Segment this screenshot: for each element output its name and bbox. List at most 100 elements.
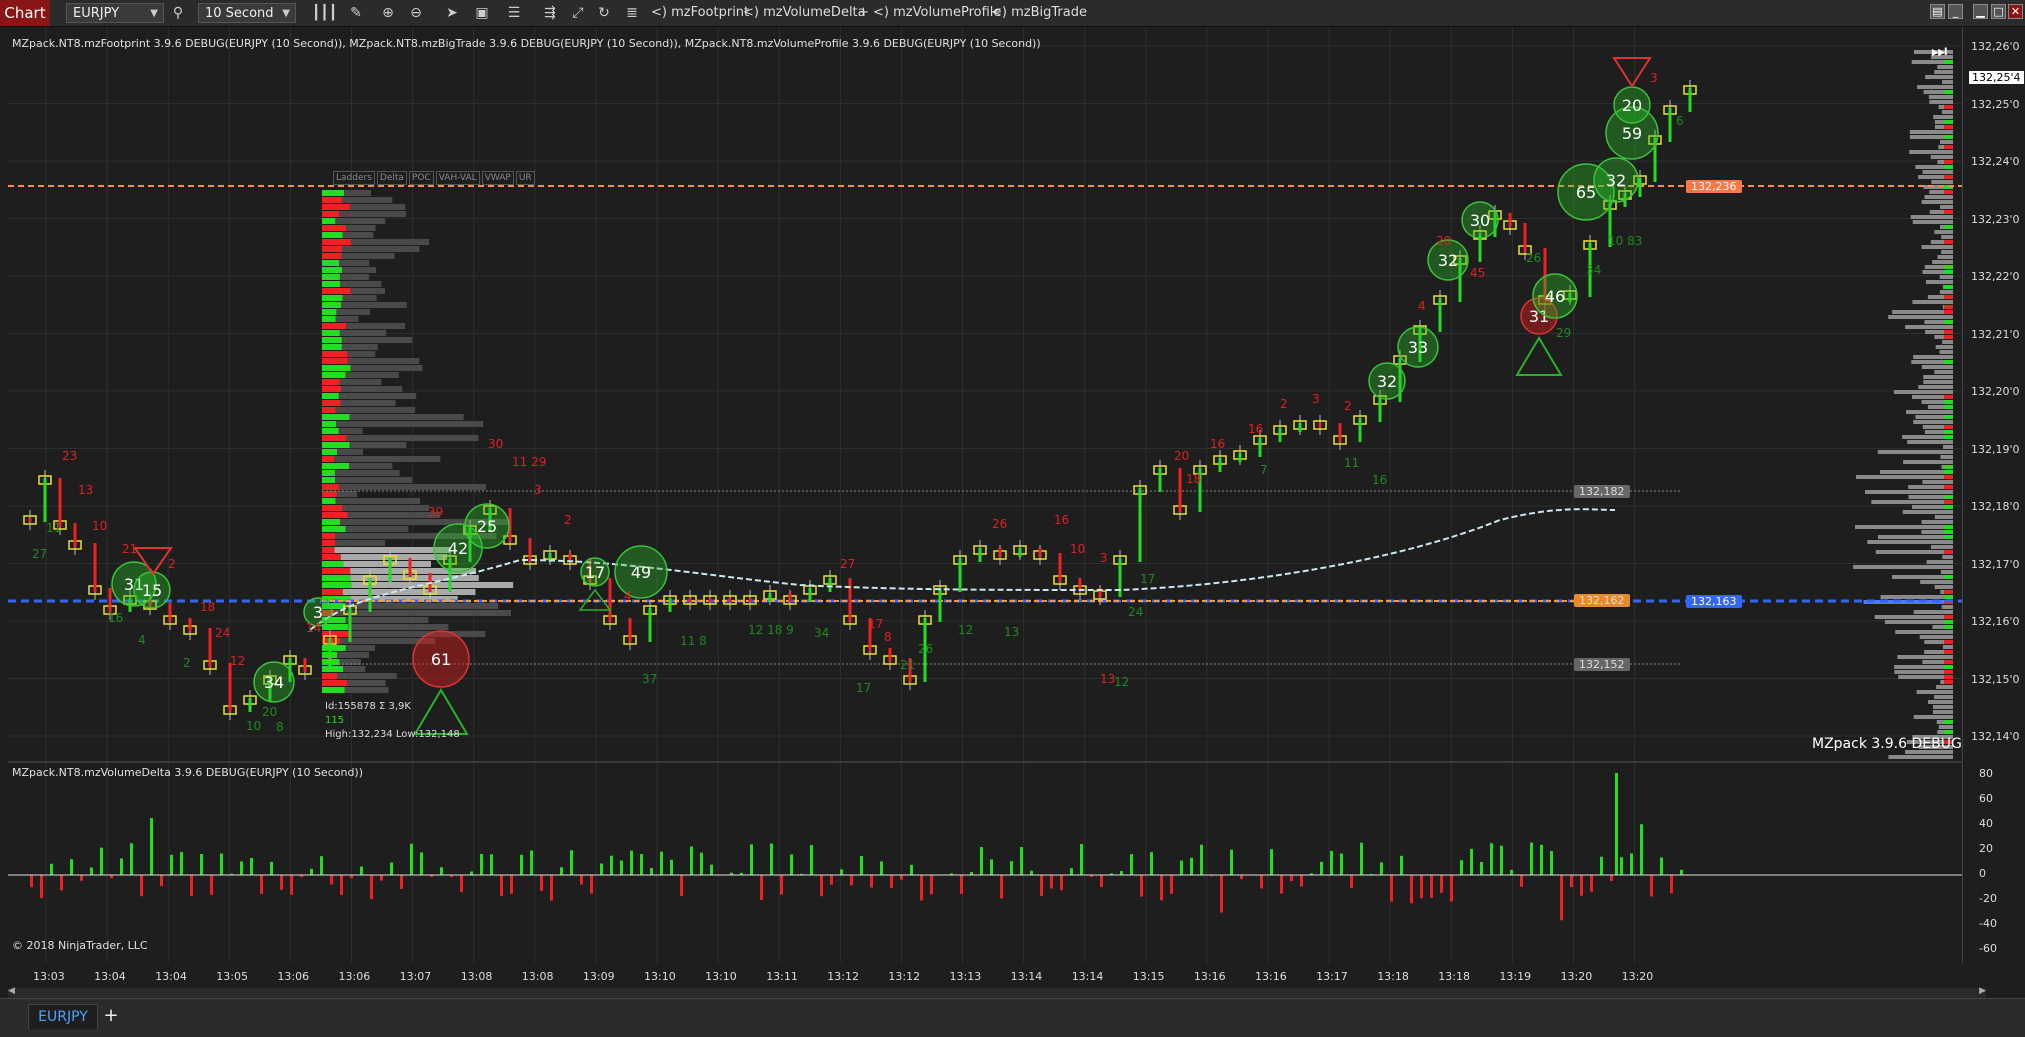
bar-style-icon[interactable]: ┃┃┃ bbox=[312, 3, 332, 23]
delta-bar bbox=[220, 854, 223, 875]
right-profile-delta bbox=[1944, 620, 1953, 624]
strategy-icon[interactable]: ⇶ bbox=[540, 3, 560, 23]
right-profile-bar bbox=[1855, 525, 1953, 529]
candle-body bbox=[649, 608, 652, 642]
right-profile-bar bbox=[1933, 705, 1953, 709]
drawing-tools-icon[interactable]: ⤢ bbox=[568, 3, 588, 23]
indicator-mzvolumeprofile[interactable]: + <) mzVolumeProfile bbox=[858, 5, 1001, 23]
time-tick-label: 13:04 bbox=[94, 970, 126, 983]
indicator-mzfootprint[interactable]: <) mzFootprint bbox=[651, 5, 749, 23]
chart-window-tab[interactable]: Chart bbox=[0, 0, 50, 26]
profile-toggle-vwap[interactable]: VWAP bbox=[482, 171, 514, 185]
right-profile-bar bbox=[1905, 325, 1953, 329]
profile-toggle-ladders[interactable]: Ladders bbox=[333, 171, 375, 185]
profile-toggle-ur[interactable]: UR bbox=[516, 171, 535, 185]
minimize-icon[interactable]: _ bbox=[1948, 4, 1963, 19]
profile-delta-bar bbox=[322, 414, 350, 420]
right-profile-delta bbox=[1944, 125, 1953, 129]
delta-bar bbox=[370, 875, 373, 899]
footprint-number: 21 bbox=[900, 658, 915, 672]
properties-icon[interactable]: ≣ bbox=[622, 3, 642, 23]
right-profile-bar bbox=[1938, 255, 1953, 259]
indicator-mzvolumedelta[interactable]: <) mzVolumeDelta bbox=[743, 5, 866, 23]
right-profile-bar bbox=[1853, 565, 1953, 569]
candle-body bbox=[44, 478, 47, 522]
watermark: MZpack 3.9.6 DEBUG bbox=[1812, 736, 1962, 752]
candle-body bbox=[29, 518, 32, 522]
profile-delta-bar bbox=[322, 519, 340, 525]
instrument-value: EURJPY bbox=[73, 6, 119, 21]
pointer-icon[interactable]: ➤ bbox=[442, 3, 462, 23]
right-profile-delta bbox=[1944, 285, 1953, 289]
delta-bar bbox=[1070, 868, 1073, 875]
right-profile-bar bbox=[1911, 215, 1953, 219]
profile-toggle-delta[interactable]: Delta bbox=[377, 171, 407, 185]
delta-bar bbox=[130, 843, 133, 875]
footprint-number: 27 bbox=[840, 557, 855, 571]
scroll-left-icon[interactable]: ◀ bbox=[8, 986, 15, 996]
scroll-to-end-icon[interactable]: ⏭ bbox=[1931, 41, 1949, 63]
candle-body bbox=[939, 588, 942, 622]
right-profile-bar bbox=[1942, 110, 1953, 114]
big-trade-value: 20 bbox=[1622, 96, 1642, 115]
delta-bar bbox=[70, 859, 73, 875]
delta-bar bbox=[160, 875, 163, 886]
zoom-in-icon[interactable]: ⊕ bbox=[378, 3, 398, 23]
right-profile-delta bbox=[1944, 500, 1953, 504]
candle-body bbox=[529, 538, 532, 562]
right-profile-delta bbox=[1944, 120, 1953, 124]
right-profile-bar bbox=[1937, 65, 1953, 69]
delta-bar bbox=[40, 875, 43, 898]
profile-volume-bar bbox=[347, 435, 479, 441]
orange-line-tag: 132,236 bbox=[1686, 180, 1742, 193]
close-icon[interactable]: ✕ bbox=[2008, 4, 2023, 19]
pencil-icon[interactable]: ✎ bbox=[346, 3, 366, 23]
profile-toggle-poc[interactable]: POC bbox=[409, 171, 434, 185]
time-tick-label: 13:07 bbox=[400, 970, 432, 983]
candle-body bbox=[1239, 453, 1242, 462]
profile-delta-bar bbox=[322, 232, 343, 238]
scroll-right-icon[interactable]: ▶ bbox=[1979, 986, 1986, 996]
right-profile-bar bbox=[1903, 460, 1953, 464]
minimize-window-icon[interactable]: ▁ bbox=[1973, 4, 1988, 19]
time-tick-label: 13:16 bbox=[1194, 970, 1226, 983]
delta-bar bbox=[1360, 843, 1363, 875]
instrument-selector[interactable]: EURJPY ▼ bbox=[66, 3, 164, 23]
right-profile-delta bbox=[1944, 335, 1953, 339]
search-icon[interactable]: ⚲ bbox=[168, 3, 188, 23]
delta-bar bbox=[1130, 854, 1133, 875]
delta-bar bbox=[820, 875, 823, 896]
footprint-number: 10 bbox=[246, 719, 261, 733]
tab-eurjpy[interactable]: EURJPY bbox=[28, 1004, 98, 1029]
footprint-number: 3 bbox=[1312, 392, 1320, 406]
delta-bar bbox=[480, 854, 483, 875]
indicator-mzbigtrade[interactable]: <) mzBigTrade bbox=[991, 5, 1087, 23]
profile-toggle-vah-val[interactable]: VAH-VAL bbox=[436, 171, 480, 185]
data-box-icon[interactable]: ▣ bbox=[472, 3, 492, 23]
interval-selector[interactable]: 10 Second ▼ bbox=[198, 3, 296, 23]
profile-volume-bar bbox=[350, 204, 405, 210]
candle-body bbox=[689, 598, 692, 602]
right-profile-bar bbox=[1934, 370, 1953, 374]
zoom-out-icon[interactable]: ⊖ bbox=[406, 3, 426, 23]
chart-style-icon[interactable]: ☰ bbox=[504, 3, 524, 23]
horizontal-scrollbar[interactable]: ◀ ▶ bbox=[8, 988, 1986, 998]
delta-bar bbox=[900, 875, 903, 880]
tile-icon[interactable]: ▤ bbox=[1930, 4, 1945, 19]
right-profile-bar bbox=[1888, 755, 1953, 759]
profile-delta-bar bbox=[322, 260, 339, 266]
add-tab-button[interactable]: + bbox=[100, 1004, 122, 1028]
reload-icon[interactable]: ↻ bbox=[594, 3, 614, 23]
profile-delta-bar bbox=[322, 554, 341, 560]
profile-volume-bar bbox=[335, 610, 511, 616]
delta-bar bbox=[1590, 875, 1593, 892]
delta-tick-label: -20 bbox=[1979, 892, 1997, 905]
right-profile-delta bbox=[1944, 145, 1953, 149]
maximize-icon[interactable]: □ bbox=[1991, 4, 2006, 19]
profile-delta-bar bbox=[322, 575, 350, 581]
time-tick-label: 13:10 bbox=[705, 970, 737, 983]
time-tick-label: 13:09 bbox=[583, 970, 615, 983]
